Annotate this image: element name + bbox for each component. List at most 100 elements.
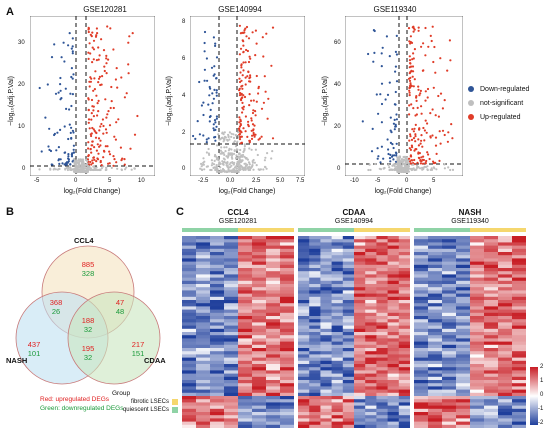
heatmap-cell (456, 392, 471, 397)
heatmap-cell (182, 421, 197, 426)
heatmap-cell (298, 364, 310, 368)
heatmap-cell (182, 322, 197, 327)
volcano-point (200, 165, 203, 168)
heatmap-cell (387, 418, 400, 423)
heatmap-cell (470, 268, 485, 272)
volcano-point (87, 121, 90, 124)
heatmap-cell (252, 396, 267, 400)
volcano-point (241, 153, 245, 157)
heatmap-cell (252, 424, 267, 428)
volcano-point (194, 137, 197, 140)
heatmap-cell (238, 264, 253, 269)
heatmap-cell (414, 402, 429, 407)
heatmap-cell (298, 309, 310, 314)
heatmap-panel: CCL4 GSE120281 CDAA GSE140994 NASH GSE11… (176, 205, 550, 433)
volcano-point (59, 76, 62, 80)
heatmap-cell (298, 296, 310, 301)
heatmap-cell (498, 252, 513, 256)
heatmap-cell (280, 316, 294, 320)
volcano-point (414, 135, 417, 138)
heatmap-cell (498, 328, 513, 333)
heatmap-cell (309, 376, 321, 381)
heatmap-cell (309, 255, 321, 259)
heatmap-cell (354, 236, 366, 240)
volcano-point (65, 107, 68, 110)
volcano-point (71, 93, 74, 96)
volcano-point (237, 166, 241, 169)
volcano-point (443, 163, 446, 166)
heatmap-cell (210, 306, 225, 311)
volcano-point (213, 129, 216, 132)
volcano-point (408, 72, 411, 75)
legend-item-up: Up-regulated (468, 110, 529, 124)
volcano-point (404, 166, 407, 169)
heatmap-cell (331, 280, 344, 285)
heatmap-cell (331, 402, 344, 407)
heatmap-cell (309, 360, 321, 365)
heatmap-cell (210, 236, 225, 240)
heatmap-cell (342, 312, 355, 317)
heatmap-cell (498, 332, 513, 336)
heatmap-cell (182, 255, 197, 259)
heatmap-cell (498, 370, 513, 375)
volcano-point (66, 161, 69, 164)
heatmap-cell (365, 383, 377, 387)
volcano-point (422, 42, 425, 45)
volcano-point (420, 160, 423, 163)
volcano-point (223, 146, 226, 149)
heatmap-cell (309, 335, 321, 339)
heatmap-cell (498, 367, 513, 371)
volcano-point (410, 41, 414, 44)
heatmap-cell (456, 319, 471, 323)
heatmap-cell (498, 290, 513, 295)
heatmap-cell (298, 325, 310, 330)
heatmap-cell (376, 271, 389, 275)
heatmap-cell (365, 370, 377, 375)
volcano-point (254, 114, 257, 117)
heatmap-cell (512, 418, 526, 423)
heatmap-cell (196, 383, 211, 387)
volcano-point (90, 134, 93, 138)
heatmap-cell (376, 293, 389, 298)
volcano-point (415, 99, 418, 102)
heatmap-cell (428, 338, 443, 343)
heatmap-cell (470, 325, 485, 330)
volcano-point (408, 113, 411, 116)
heatmap-cell (442, 303, 457, 307)
volcano-point (425, 131, 428, 134)
heatmap-cell (512, 268, 526, 272)
heatmap-cell (298, 245, 310, 250)
heatmap-cell (210, 280, 225, 285)
heatmap-cell (456, 418, 471, 423)
heatmap-cell (196, 348, 211, 352)
heatmap-cell (442, 319, 457, 323)
heatmap-cell (428, 325, 443, 330)
heatmap-cell (210, 392, 225, 397)
volcano-point (410, 84, 413, 88)
heatmap-cell (354, 280, 366, 285)
volcano-point (237, 131, 240, 134)
heatmap-cell (484, 370, 499, 375)
heatmap-cell (252, 399, 267, 403)
heatmap-cell (224, 312, 239, 317)
volcano-point (419, 89, 422, 92)
volcano-point (97, 99, 100, 102)
heatmap-cell (498, 309, 513, 314)
volcano-point (94, 131, 97, 134)
volcano-point (73, 161, 76, 165)
volcano-point (369, 168, 372, 172)
heatmap-cell (354, 277, 366, 282)
heatmap-cell (470, 236, 485, 240)
volcano-point (73, 159, 76, 163)
heatmap-cell (376, 328, 389, 333)
volcano-point (377, 112, 380, 115)
volcano-point (429, 112, 432, 115)
venn-region-ccl4-nash: 368 26 (44, 298, 68, 316)
heatmap-cell (456, 402, 471, 407)
volcano-point (72, 144, 75, 147)
heatmap-cell (331, 367, 344, 371)
heatmap-cell (298, 280, 310, 285)
heatmap-cell (365, 236, 377, 240)
heatmap-cell (512, 364, 526, 368)
volcano-point (49, 168, 52, 171)
